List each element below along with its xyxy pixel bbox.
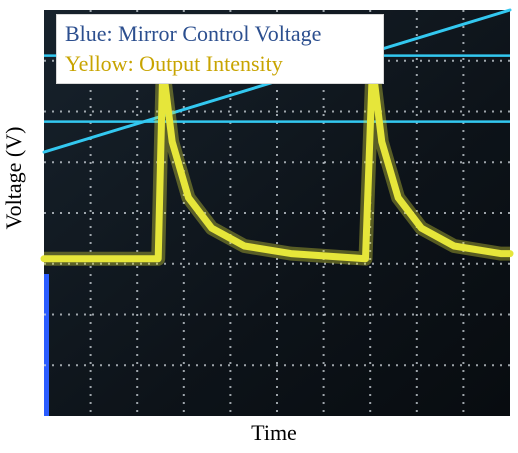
legend-entry-blue: Blue: Mirror Control Voltage bbox=[65, 21, 322, 46]
legend-entry-yellow: Yellow: Output Intensity bbox=[65, 51, 283, 76]
x-axis-label: Time bbox=[251, 420, 297, 445]
y-axis-label: Voltage (V) bbox=[1, 126, 26, 230]
legend: Blue: Mirror Control Voltage Yellow: Out… bbox=[56, 14, 384, 84]
series-line-yellow bbox=[40, 62, 514, 263]
screen-left-edge bbox=[44, 274, 49, 416]
